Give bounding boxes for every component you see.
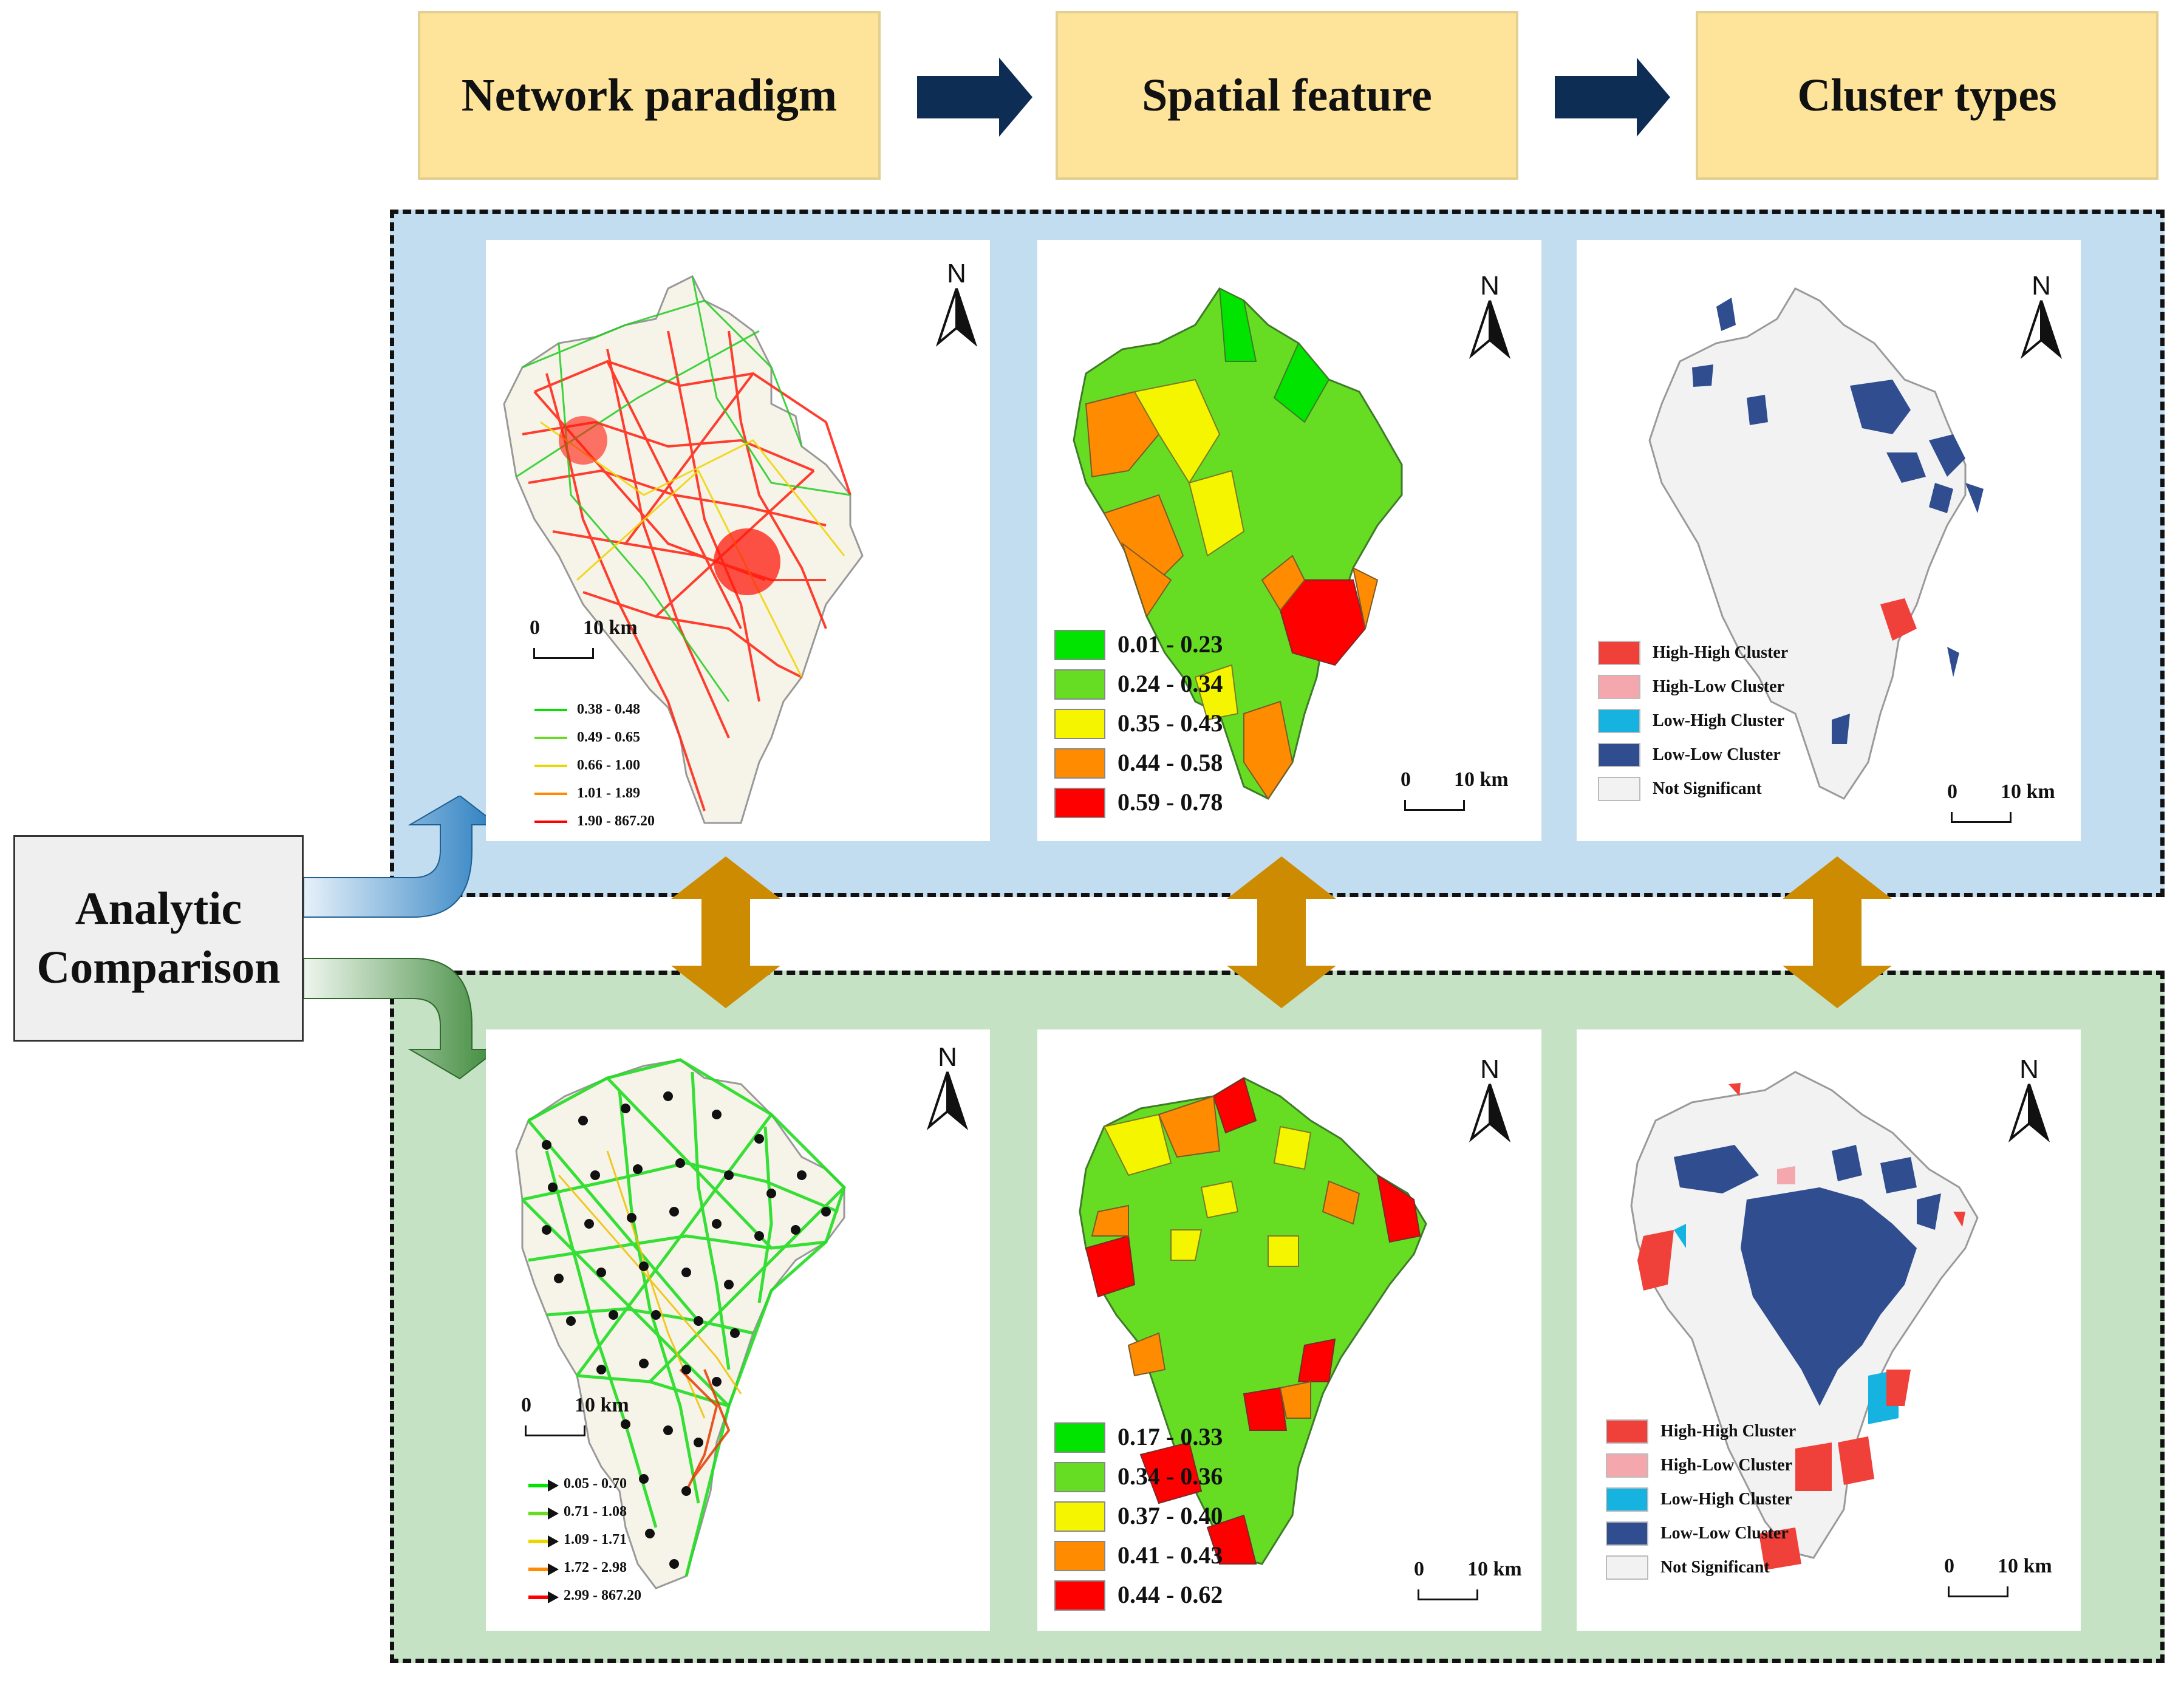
step-cluster-types: Cluster types	[1696, 11, 2158, 180]
scale-distance: 10 km	[1467, 1558, 1522, 1580]
north-label: N	[1480, 271, 1500, 301]
legend-label: 0.01 - 0.23	[1118, 630, 1223, 658]
legend-label: 1.09 - 1.71	[564, 1532, 627, 1548]
map-top-cluster-graphic	[1648, 287, 1984, 800]
scale-distance: 10 km	[1454, 768, 1509, 791]
north-label: N	[2019, 1054, 2039, 1084]
double-arrow-icon	[1227, 856, 1336, 1008]
map-top-network-graphic	[503, 275, 864, 824]
legend-label: Low-Low Cluster	[1660, 1524, 1789, 1543]
scale-zero: 0	[1414, 1558, 1424, 1580]
map-bottom-spatial: N 0.17 - 0.33 0.34 - 0.36 0.37 - 0.40 0.…	[1037, 1029, 1541, 1631]
legend-label: 0.35 - 0.43	[1118, 709, 1223, 737]
scale-zero: 0	[1944, 1555, 1954, 1577]
legend-label: Not Significant	[1653, 779, 1762, 798]
step-network-paradigm: Network paradigm	[418, 11, 881, 180]
scale-distance: 10 km	[575, 1394, 629, 1416]
legend-label: 0.71 - 1.08	[564, 1504, 627, 1520]
legend-label: 1.72 - 2.98	[564, 1560, 627, 1575]
map-bottom-cluster: N High-High Cluster High-Low Cluster Low…	[1577, 1029, 2081, 1631]
legend-label: 0.41 - 0.43	[1118, 1541, 1223, 1569]
map-top-cluster: N High-High Cluster High-Low Cluster Low…	[1577, 240, 2081, 841]
map-bottom-cluster-graphic	[1630, 1071, 1979, 1570]
scale-distance: 10 km	[2001, 780, 2055, 803]
legend-label: Low-High Cluster	[1653, 711, 1784, 730]
north-arrow-icon: N	[935, 259, 978, 347]
map-top-spatial-graphic	[1073, 287, 1403, 800]
map-bottom-spatial-graphic	[1079, 1077, 1427, 1565]
double-arrow-icon	[671, 856, 780, 1008]
north-arrow-icon: N	[1469, 1054, 1511, 1143]
north-arrow-icon: N	[2020, 271, 2063, 360]
scale-zero: 0	[530, 616, 540, 639]
north-arrow-icon: N	[2008, 1054, 2050, 1143]
comparison-line2: Comparison	[36, 942, 281, 993]
step-cluster-label: Cluster types	[1797, 69, 2057, 121]
legend-label: 1.90 - 867.20	[577, 813, 655, 829]
scale-zero: 0	[1401, 768, 1411, 791]
legend-label: 0.59 - 0.78	[1118, 788, 1223, 816]
legend-label: 0.66 - 1.00	[577, 757, 640, 773]
step-spatial-label: Spatial feature	[1142, 69, 1432, 121]
north-arrow-icon: N	[926, 1042, 969, 1131]
map-top-spatial: N 0.01 - 0.23 0.24 - 0.34 0.35 - 0.43 0.…	[1037, 240, 1541, 841]
map-bottom-network: N 0 10 km 0.05 - 0.70 0.71 - 1.08 1.09 -…	[486, 1029, 990, 1631]
map-bottom-network-graphic	[515, 1058, 846, 1589]
north-label: N	[1480, 1054, 1500, 1084]
scale-zero: 0	[521, 1394, 531, 1416]
legend-label: 0.34 - 0.36	[1118, 1462, 1223, 1490]
step-network-label: Network paradigm	[461, 69, 838, 121]
analytic-comparison-box: Analytic Comparison	[13, 835, 304, 1042]
scale-zero: 0	[1947, 780, 1957, 803]
legend-label: High-High Cluster	[1660, 1422, 1797, 1441]
legend-label: 0.44 - 0.58	[1118, 749, 1223, 776]
legend-label: 0.05 - 0.70	[564, 1476, 627, 1492]
scale-distance: 10 km	[583, 616, 638, 639]
legend-label: High-Low Cluster	[1660, 1456, 1792, 1475]
legend-label: 0.49 - 0.65	[577, 729, 640, 745]
map-top-network: N 0 10 km 0.38 - 0.48 0.49 - 0.65 0.66 -…	[486, 240, 990, 841]
legend-label: Low-High Cluster	[1660, 1490, 1792, 1509]
legend-label: Low-Low Cluster	[1653, 745, 1781, 764]
north-label: N	[938, 1042, 957, 1072]
legend-label: Not Significant	[1660, 1558, 1770, 1577]
comparison-line1: Analytic	[75, 882, 242, 934]
north-arrow-icon: N	[1469, 271, 1511, 360]
legend-label: 0.38 - 0.48	[577, 701, 640, 717]
legend-label: 1.01 - 1.89	[577, 785, 640, 801]
legend-label: 0.37 - 0.40	[1118, 1502, 1223, 1529]
legend-label: High-Low Cluster	[1653, 677, 1784, 696]
legend-label: 2.99 - 867.20	[564, 1588, 641, 1603]
north-label: N	[2032, 271, 2051, 301]
double-arrow-icon	[1783, 856, 1892, 1008]
arrow-right-icon	[1555, 58, 1670, 137]
legend-label: 0.24 - 0.34	[1118, 670, 1223, 697]
step-spatial-feature: Spatial feature	[1056, 11, 1518, 180]
legend-label: 0.17 - 0.33	[1118, 1423, 1223, 1450]
legend-label: 0.44 - 0.62	[1118, 1581, 1223, 1608]
arrow-right-icon	[917, 58, 1032, 137]
scale-distance: 10 km	[1998, 1555, 2052, 1577]
north-label: N	[947, 259, 966, 288]
curved-arrow-icon	[303, 796, 499, 1080]
legend-label: High-High Cluster	[1653, 643, 1789, 662]
